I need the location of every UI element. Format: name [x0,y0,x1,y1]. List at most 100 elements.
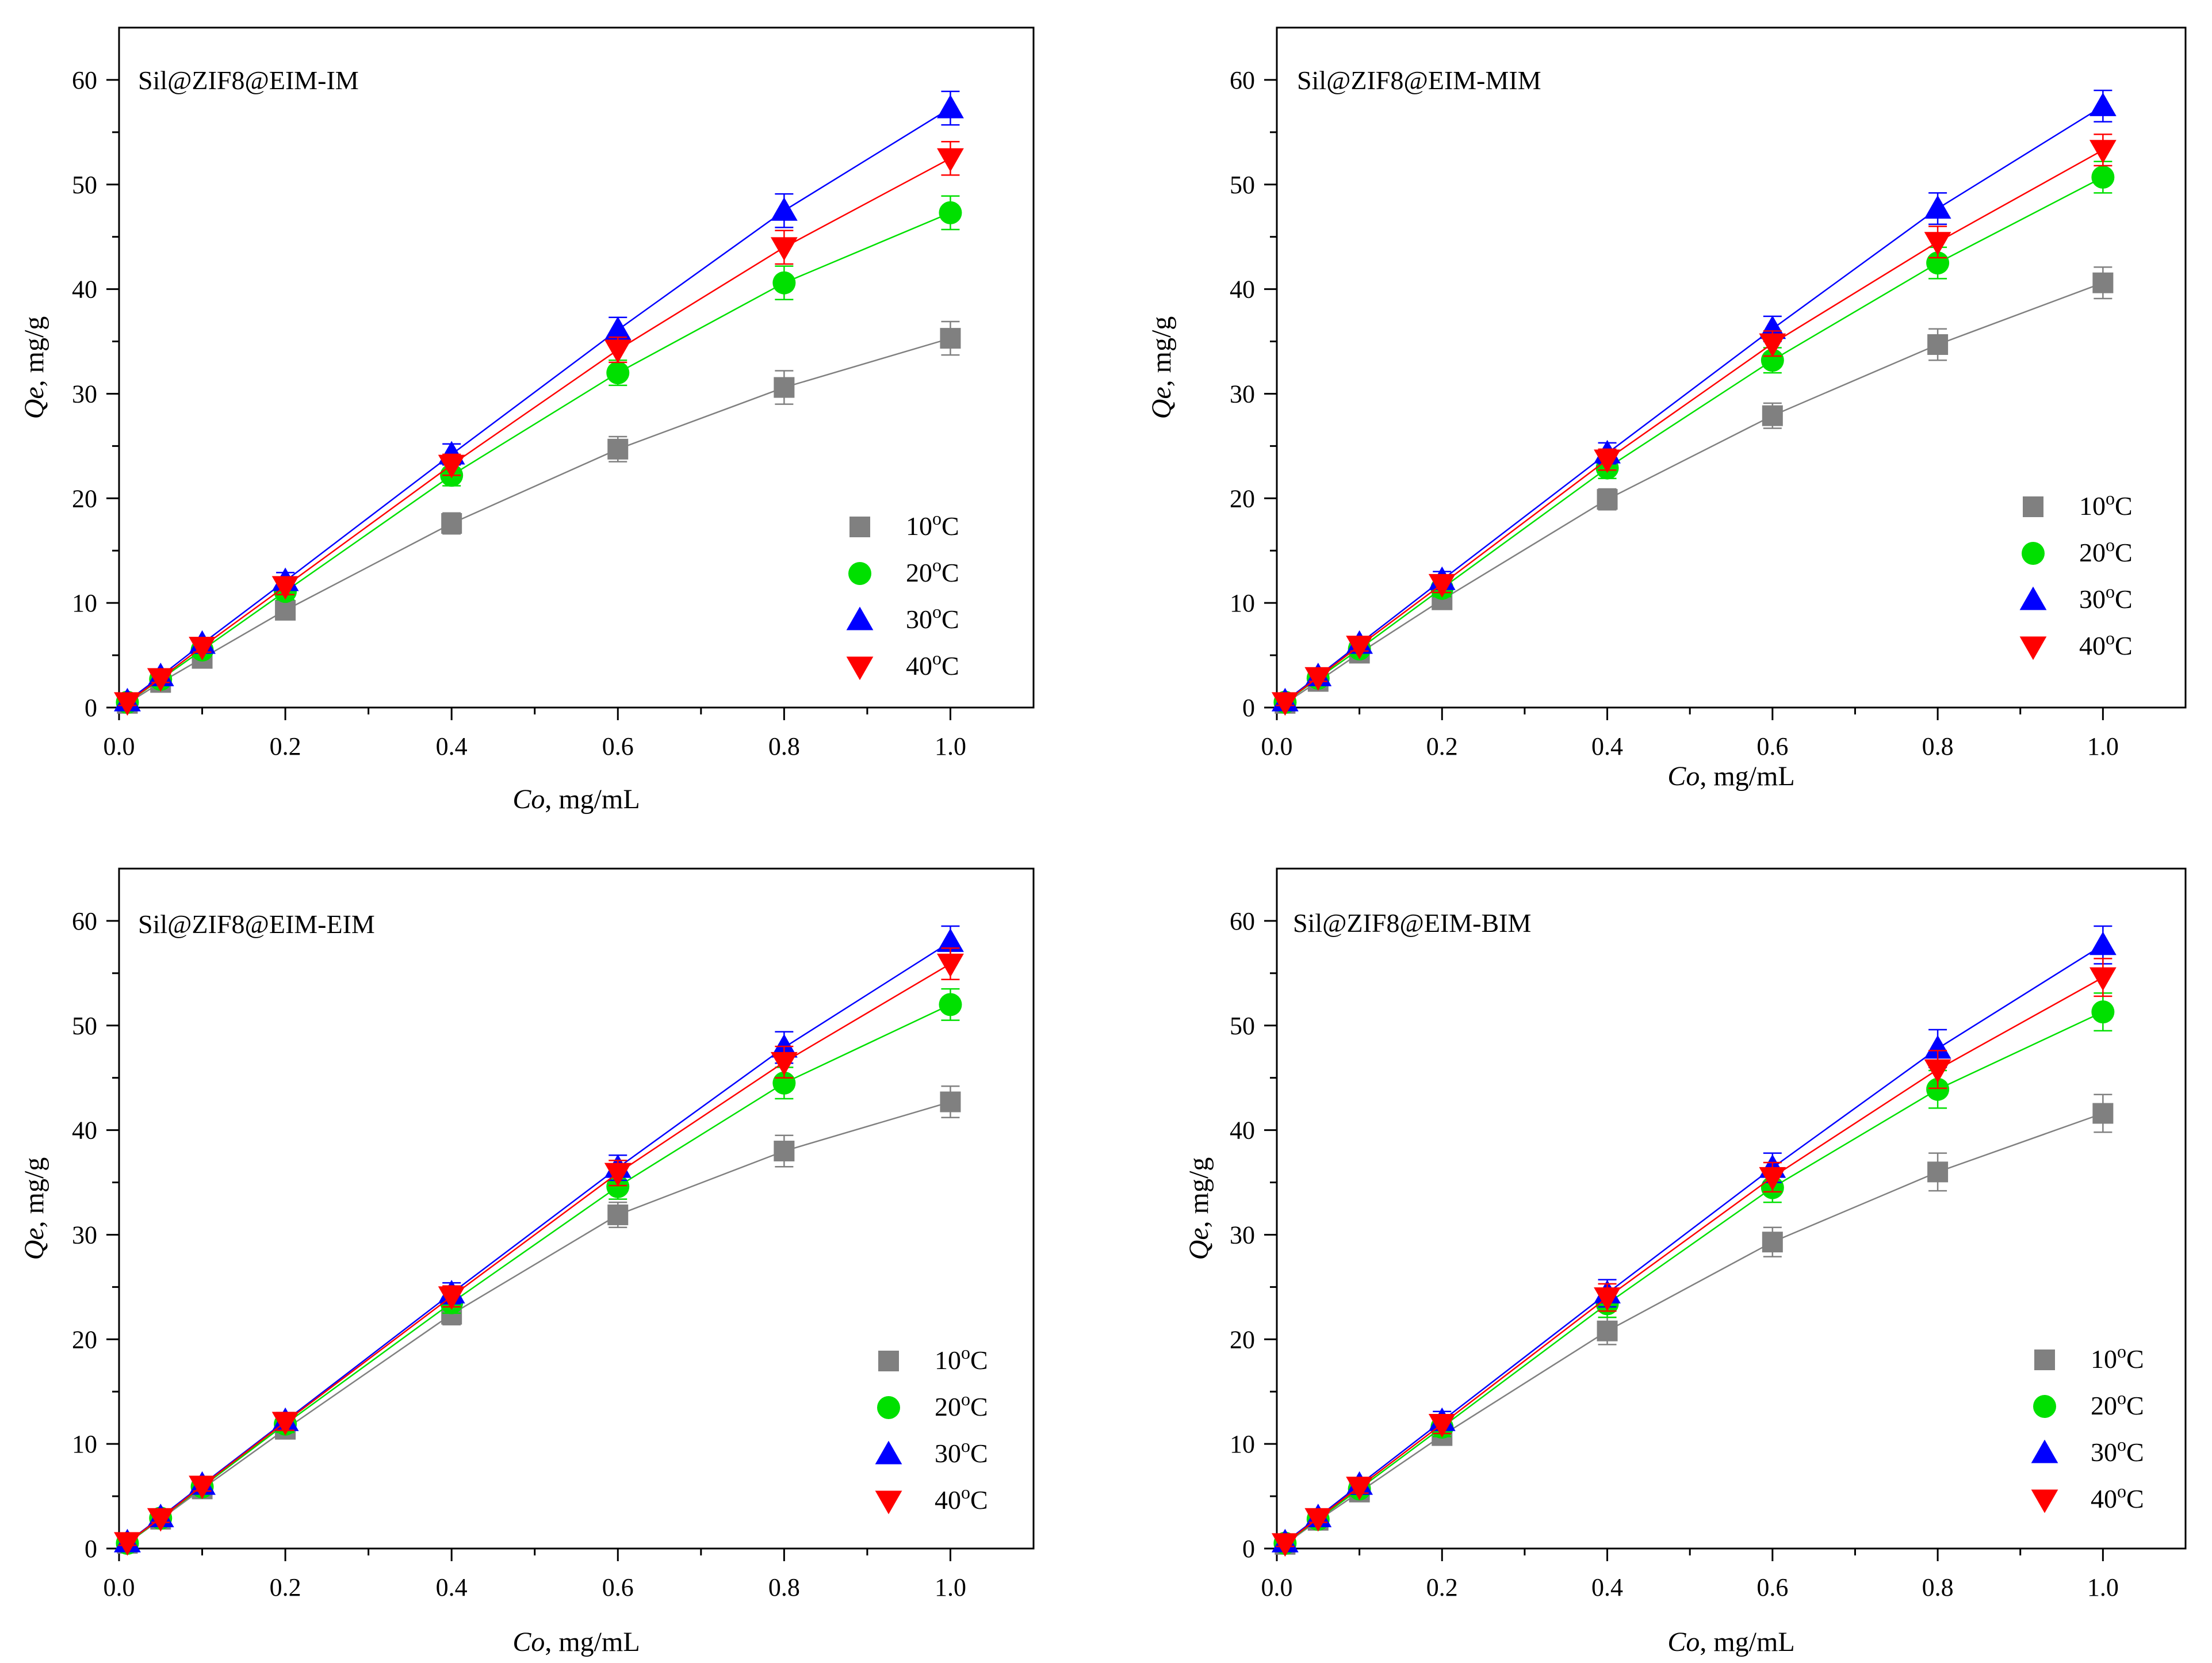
data-point [2091,166,2115,189]
data-point [604,339,632,364]
legend-marker [2019,636,2047,660]
fit-line [127,158,951,703]
data-point [2092,272,2114,293]
x-axis-title: Co, mg/mL [512,1627,640,1657]
y-tick-label: 60 [1230,907,1255,935]
data-point [1924,1059,1951,1083]
data-point [2089,92,2117,116]
legend-label: 30oC [906,601,959,634]
data-point [1597,1320,1618,1341]
x-tick-label: 0.8 [1922,732,1954,760]
y-tick-label: 0 [1242,694,1255,722]
y-tick-label: 40 [1230,1117,1255,1145]
series-30oC [1271,89,2117,712]
y-axis-title: Qe, mg/g [19,316,49,419]
data-point [604,1163,632,1187]
data-point [1759,333,1786,357]
data-point [939,993,962,1016]
series-30oC [114,925,964,1553]
data-point [770,197,798,221]
data-point [2089,931,2117,955]
data-point [940,328,961,349]
legend: 10oC 20oC 30oC 40oC [846,508,959,681]
fit-line [127,1101,951,1544]
x-tick-label: 0.2 [1426,1573,1458,1601]
data-point [189,636,216,660]
legend-marker [2033,1395,2056,1418]
series-40oC [114,140,964,716]
legend-label: 20oC [2079,534,2133,567]
x-tick-label: 1.0 [2087,1573,2119,1601]
legend-marker [2019,586,2047,610]
legend: 10oC 20oC 30oC 40oC [875,1342,988,1515]
y-tick-label: 20 [1230,484,1255,513]
y-tick-label: 30 [1230,1221,1255,1249]
data-point [275,599,296,621]
plot-frame [118,867,1035,1550]
series-40oC [1271,133,2117,716]
series-10oC [1275,1094,2114,1555]
y-tick-label: 50 [72,171,97,199]
x-axis-title: Co, mg/mL [1667,761,1794,792]
data-point [189,1475,216,1500]
fit-line [127,337,951,704]
legend-label: 10oC [2079,488,2133,521]
y-tick-label: 30 [72,380,97,408]
legend-marker [878,1351,899,1371]
legend-label: 20oC [935,1389,988,1421]
legend: 10oC 20oC 30oC 40oC [2031,1341,2144,1513]
data-point [939,201,962,224]
x-tick-label: 0.0 [1261,732,1293,760]
data-point [114,1532,141,1556]
fit-line [1284,149,2104,703]
x-axis-title: Co, mg/mL [512,784,640,815]
data-point [1428,574,1456,598]
data-point [2089,140,2117,164]
y-tick-label: 60 [72,907,97,935]
y-tick-label: 20 [72,1325,97,1354]
x-tick-label: 0.0 [1261,1573,1293,1601]
y-tick-label: 50 [1230,171,1255,199]
legend-label: 10oC [935,1342,988,1375]
series-20oC [1273,160,2115,714]
series-30oC [1271,925,2117,1553]
x-tick-label: 0.6 [602,732,634,760]
x-tick-label: 0.8 [768,1573,800,1601]
y-axis-title: Qe, mg/g [1184,1157,1214,1260]
x-tick-label: 0.0 [104,1573,135,1601]
data-point [438,1286,465,1310]
data-point [607,438,629,460]
data-point [441,513,462,534]
y-tick-label: 60 [1230,66,1255,94]
series-20oC [116,195,962,714]
fit-line [1284,105,2104,702]
data-point [774,1140,795,1161]
y-tick-label: 0 [1242,1535,1255,1563]
data-point [147,1508,174,1532]
data-point [1761,349,1784,372]
data-point [604,316,632,341]
x-tick-label: 0.4 [1591,732,1623,760]
series-20oC [1273,992,2115,1555]
y-tick-label: 0 [85,1535,97,1563]
x-tick-label: 1.0 [935,1573,966,1601]
fit-line [127,212,951,703]
data-point [2092,1103,2114,1124]
y-tick-label: 60 [72,66,97,94]
x-tick-label: 0.2 [270,1573,301,1601]
y-axis-title: Qe, mg/g [1146,316,1177,419]
legend-label: 30oC [2079,581,2133,614]
data-point [937,928,964,952]
legend-label: 40oC [906,648,959,681]
legend-label: 20oC [2091,1387,2144,1420]
data-point [1594,449,1621,473]
x-tick-label: 0.6 [1756,1573,1788,1601]
data-point [1271,1533,1299,1557]
y-tick-label: 10 [1230,1430,1255,1458]
fit-line [127,963,951,1543]
y-tick-label: 20 [1230,1325,1255,1354]
data-point [770,1052,798,1076]
legend-label: 30oC [935,1435,988,1468]
chart-panel-1: 0.0 0.2 0.4 0.6 0.8 1.0 0 10 20 30 40 50 60 Co, mg/mL… [19,26,1035,815]
